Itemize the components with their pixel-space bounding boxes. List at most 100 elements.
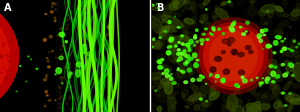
Ellipse shape — [277, 36, 281, 39]
Ellipse shape — [211, 86, 218, 90]
Ellipse shape — [206, 33, 211, 35]
Ellipse shape — [281, 49, 290, 53]
Ellipse shape — [193, 53, 196, 55]
Ellipse shape — [259, 12, 263, 14]
Ellipse shape — [177, 60, 179, 61]
Ellipse shape — [232, 59, 240, 64]
Ellipse shape — [157, 60, 161, 63]
Ellipse shape — [162, 73, 164, 74]
Ellipse shape — [10, 53, 14, 56]
Ellipse shape — [217, 58, 223, 63]
Ellipse shape — [266, 81, 268, 84]
Ellipse shape — [205, 67, 213, 76]
Ellipse shape — [155, 24, 162, 27]
Ellipse shape — [169, 46, 172, 47]
Ellipse shape — [191, 6, 194, 10]
Ellipse shape — [292, 42, 300, 53]
Ellipse shape — [275, 29, 281, 32]
Ellipse shape — [182, 71, 185, 73]
Ellipse shape — [234, 75, 238, 78]
Ellipse shape — [184, 49, 189, 52]
Ellipse shape — [179, 53, 185, 57]
Ellipse shape — [190, 22, 196, 29]
Ellipse shape — [52, 2, 55, 4]
Ellipse shape — [231, 24, 235, 26]
Ellipse shape — [227, 61, 233, 65]
Ellipse shape — [228, 103, 234, 107]
Ellipse shape — [61, 83, 63, 84]
Ellipse shape — [189, 69, 193, 73]
Ellipse shape — [262, 32, 265, 36]
Ellipse shape — [56, 68, 61, 74]
Ellipse shape — [3, 42, 5, 43]
Ellipse shape — [244, 71, 249, 78]
Ellipse shape — [282, 0, 287, 6]
Ellipse shape — [0, 72, 3, 74]
Ellipse shape — [290, 63, 293, 67]
Ellipse shape — [199, 3, 205, 8]
Ellipse shape — [241, 56, 248, 65]
Ellipse shape — [71, 75, 72, 76]
Ellipse shape — [253, 37, 260, 44]
Ellipse shape — [290, 11, 298, 21]
Ellipse shape — [110, 80, 111, 81]
Ellipse shape — [46, 58, 48, 59]
Ellipse shape — [208, 38, 214, 47]
Ellipse shape — [72, 17, 74, 19]
Ellipse shape — [57, 35, 58, 37]
Ellipse shape — [94, 95, 96, 97]
Ellipse shape — [65, 28, 68, 30]
Ellipse shape — [194, 63, 197, 66]
Ellipse shape — [223, 69, 230, 74]
Ellipse shape — [160, 13, 166, 16]
Ellipse shape — [59, 103, 60, 104]
Ellipse shape — [169, 39, 173, 42]
Ellipse shape — [153, 38, 154, 39]
Ellipse shape — [194, 61, 200, 69]
Ellipse shape — [66, 103, 68, 104]
Ellipse shape — [206, 50, 211, 53]
Ellipse shape — [253, 93, 261, 97]
Ellipse shape — [227, 16, 231, 20]
Ellipse shape — [248, 1, 250, 2]
Ellipse shape — [190, 6, 197, 11]
Ellipse shape — [159, 37, 161, 39]
Ellipse shape — [185, 37, 191, 43]
Ellipse shape — [168, 36, 189, 43]
Ellipse shape — [245, 28, 251, 35]
Ellipse shape — [184, 81, 188, 84]
Ellipse shape — [205, 23, 214, 30]
Ellipse shape — [232, 58, 237, 62]
Ellipse shape — [266, 63, 280, 77]
Ellipse shape — [198, 102, 204, 105]
Ellipse shape — [103, 4, 104, 5]
Ellipse shape — [265, 9, 272, 13]
Ellipse shape — [81, 69, 83, 70]
Ellipse shape — [289, 93, 291, 94]
Ellipse shape — [223, 94, 231, 103]
Ellipse shape — [282, 107, 284, 108]
Ellipse shape — [70, 108, 73, 110]
Ellipse shape — [209, 92, 220, 100]
Ellipse shape — [271, 95, 274, 96]
Ellipse shape — [6, 23, 8, 24]
Ellipse shape — [83, 63, 84, 64]
Ellipse shape — [91, 93, 92, 94]
Ellipse shape — [293, 7, 299, 15]
Ellipse shape — [206, 39, 209, 40]
Ellipse shape — [185, 0, 190, 3]
Ellipse shape — [278, 72, 280, 73]
Ellipse shape — [84, 24, 85, 25]
Ellipse shape — [16, 91, 17, 92]
Ellipse shape — [171, 7, 177, 9]
Ellipse shape — [172, 82, 176, 84]
Ellipse shape — [293, 63, 300, 82]
Ellipse shape — [269, 65, 273, 68]
Ellipse shape — [244, 30, 249, 35]
Ellipse shape — [10, 74, 11, 76]
Ellipse shape — [156, 38, 165, 50]
Ellipse shape — [97, 34, 98, 35]
Ellipse shape — [59, 87, 61, 89]
Ellipse shape — [157, 54, 164, 58]
Ellipse shape — [169, 0, 177, 8]
